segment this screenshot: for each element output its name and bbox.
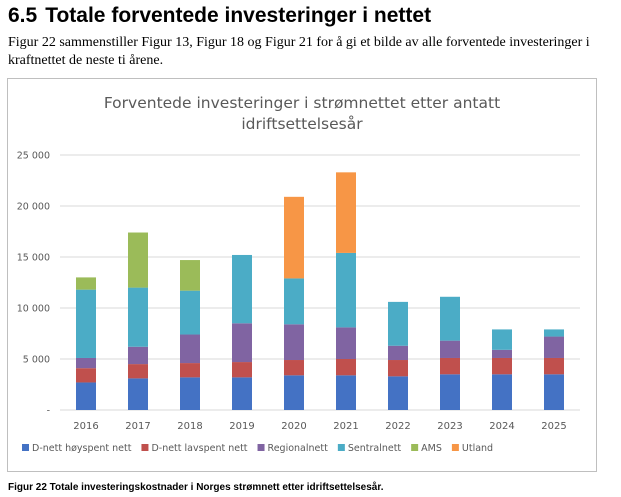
legend-label: Sentralnett xyxy=(348,443,402,454)
legend-swatch xyxy=(257,444,265,451)
bar-segment-2017-5 xyxy=(128,232,148,288)
legend-label: Utland xyxy=(462,443,493,454)
y-tick-label: - xyxy=(47,406,50,417)
bar-segment-2022-4 xyxy=(388,301,408,346)
bar-segment-2025-4 xyxy=(544,329,564,337)
bar-segment-2024-2 xyxy=(492,357,512,375)
legend-label: D-nett lavspent nett xyxy=(151,443,247,454)
y-tick-label: 20 000 xyxy=(17,202,50,213)
section-heading: 6.5 Totale forventede investeringer i net… xyxy=(8,4,431,28)
bar-segment-2019-2 xyxy=(232,362,252,378)
bar-segment-2018-5 xyxy=(180,260,200,291)
chart-title-line: idriftsettelsesår xyxy=(241,115,363,133)
figure-caption: Figur 22 Totale investeringskostnader i … xyxy=(8,482,384,493)
bar-segment-2021-6 xyxy=(336,172,356,253)
legend-item: Sentralnett xyxy=(337,443,402,454)
bar-segment-2017-4 xyxy=(128,287,148,347)
legend-label: D-nett høyspent nett xyxy=(32,443,132,454)
chart-bars xyxy=(76,172,564,410)
y-tick-label: 25 000 xyxy=(17,151,50,162)
x-tick-label: 2022 xyxy=(385,421,410,432)
section-number: 6.5 xyxy=(8,4,38,27)
legend-swatch xyxy=(451,444,459,451)
legend-label: Regionalnett xyxy=(268,443,329,454)
bar-segment-2022-2 xyxy=(388,360,408,377)
legend-swatch xyxy=(337,444,345,451)
section-title: Totale forventede investeringer i nettet xyxy=(45,4,432,27)
legend-item: AMS xyxy=(411,443,442,454)
y-axis-ticks: - 5 000 10 000 15 000 20 000 25 000 xyxy=(17,151,50,417)
bar-segment-2023-3 xyxy=(440,340,460,358)
legend-item: D-nett høyspent nett xyxy=(22,443,132,454)
chart-legend: D-nett høyspent nett D-nett lavspent nett… xyxy=(22,443,493,454)
bar-segment-2021-1 xyxy=(336,375,356,410)
bar-segment-2023-1 xyxy=(440,374,460,410)
x-tick-label: 2018 xyxy=(177,421,202,432)
bar-segment-2017-3 xyxy=(128,346,148,365)
y-tick-label: 5 000 xyxy=(23,355,50,366)
bar-segment-2020-2 xyxy=(284,360,304,376)
x-axis-ticks: 2016 2017 2018 2019 2020 2021 2022 2023 2024 2025 xyxy=(73,421,566,432)
x-tick-label: 2020 xyxy=(281,421,306,432)
x-tick-label: 2021 xyxy=(333,421,358,432)
x-tick-label: 2025 xyxy=(541,421,566,432)
bar-segment-2023-2 xyxy=(440,357,460,375)
intro-paragraph: Figur 22 sammenstiller Figur 13, Figur 1… xyxy=(8,35,590,68)
bar-segment-2025-1 xyxy=(544,374,564,410)
bar-segment-2018-4 xyxy=(180,290,200,335)
bar-segment-2017-2 xyxy=(128,364,148,379)
bar-segment-2019-4 xyxy=(232,254,252,324)
chart-title: Forventede investeringer i strømnettet e… xyxy=(104,94,500,133)
chart-title-line: Forventede investeringer i strømnettet e… xyxy=(104,94,500,112)
bar-segment-2017-1 xyxy=(128,378,148,410)
legend-swatch xyxy=(141,444,149,451)
x-tick-label: 2017 xyxy=(125,421,150,432)
bar-segment-2018-1 xyxy=(180,377,200,410)
y-tick-label: 10 000 xyxy=(17,304,50,315)
bar-segment-2016-1 xyxy=(76,382,96,410)
bar-segment-2020-1 xyxy=(284,375,304,410)
bar-segment-2020-3 xyxy=(284,324,304,361)
legend-label: AMS xyxy=(421,443,442,454)
bar-segment-2020-6 xyxy=(284,196,304,279)
legend-swatch xyxy=(411,444,419,451)
bar-segment-2024-1 xyxy=(492,374,512,410)
bar-segment-2025-2 xyxy=(544,357,564,375)
bar-segment-2019-3 xyxy=(232,323,252,363)
bar-segment-2022-3 xyxy=(388,345,408,361)
legend-swatch xyxy=(22,444,29,451)
legend-item: Regionalnett xyxy=(257,443,329,454)
bar-segment-2021-3 xyxy=(336,327,356,359)
y-tick-label: 15 000 xyxy=(17,253,50,264)
bar-segment-2021-2 xyxy=(336,359,356,376)
bar-segment-2024-3 xyxy=(492,349,512,358)
x-tick-label: 2023 xyxy=(437,421,462,432)
bar-segment-2022-1 xyxy=(388,376,408,410)
bar-segment-2016-5 xyxy=(76,277,96,290)
x-tick-label: 2016 xyxy=(73,421,98,432)
legend-item: Utland xyxy=(451,443,493,454)
legend-item: D-nett lavspent nett xyxy=(141,443,248,454)
bar-segment-2024-4 xyxy=(492,329,512,350)
bar-segment-2020-4 xyxy=(284,278,304,325)
stacked-bar-chart: Forventede investeringer i strømnettet e… xyxy=(17,94,580,454)
bar-segment-2016-3 xyxy=(76,357,96,369)
bar-segment-2019-1 xyxy=(232,377,252,410)
bar-segment-2025-3 xyxy=(544,336,564,358)
x-tick-label: 2019 xyxy=(229,421,254,432)
x-tick-label: 2024 xyxy=(489,421,514,432)
bar-segment-2016-4 xyxy=(76,289,96,358)
bar-segment-2018-2 xyxy=(180,363,200,378)
bar-segment-2016-2 xyxy=(76,368,96,383)
bar-segment-2023-4 xyxy=(440,296,460,341)
chart-frame: Forventede investeringer i strømnettet e… xyxy=(7,78,597,472)
bar-segment-2018-3 xyxy=(180,334,200,364)
bar-segment-2021-4 xyxy=(336,252,356,328)
